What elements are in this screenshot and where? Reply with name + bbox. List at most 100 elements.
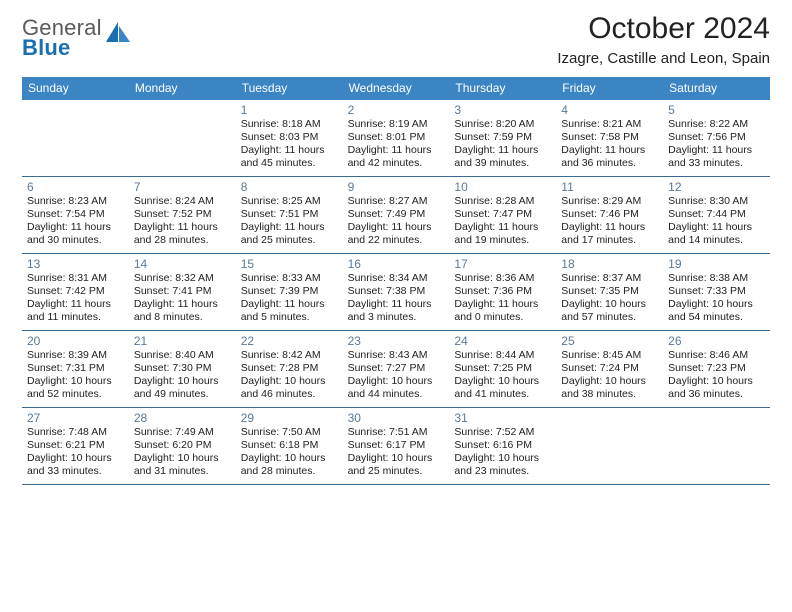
sunset-line: Sunset: 7:46 PM [561,208,658,221]
day-cell [663,408,770,484]
day-header: Tuesday [236,77,343,100]
sunrise-line: Sunrise: 8:32 AM [134,272,231,285]
daylight-line: and 39 minutes. [454,157,551,170]
day-number: 17 [454,257,551,271]
calendar: SundayMondayTuesdayWednesdayThursdayFrid… [22,77,770,485]
daylight-line: Daylight: 10 hours [561,375,658,388]
sunset-line: Sunset: 7:33 PM [668,285,765,298]
sunset-line: Sunset: 7:51 PM [241,208,338,221]
day-cell: 31Sunrise: 7:52 AMSunset: 6:16 PMDayligh… [449,408,556,484]
sunrise-line: Sunrise: 8:33 AM [241,272,338,285]
day-cell: 2Sunrise: 8:19 AMSunset: 8:01 PMDaylight… [343,100,450,176]
sunrise-line: Sunrise: 7:49 AM [134,426,231,439]
day-cell: 6Sunrise: 8:23 AMSunset: 7:54 PMDaylight… [22,177,129,253]
day-cell: 4Sunrise: 8:21 AMSunset: 7:58 PMDaylight… [556,100,663,176]
sunrise-line: Sunrise: 8:27 AM [348,195,445,208]
week-row: 1Sunrise: 8:18 AMSunset: 8:03 PMDaylight… [22,100,770,177]
day-cell: 24Sunrise: 8:44 AMSunset: 7:25 PMDayligh… [449,331,556,407]
day-cell: 10Sunrise: 8:28 AMSunset: 7:47 PMDayligh… [449,177,556,253]
day-cell: 30Sunrise: 7:51 AMSunset: 6:17 PMDayligh… [343,408,450,484]
daylight-line: and 45 minutes. [241,157,338,170]
sunrise-line: Sunrise: 8:20 AM [454,118,551,131]
day-number: 28 [134,411,231,425]
day-header: Thursday [449,77,556,100]
sunset-line: Sunset: 7:27 PM [348,362,445,375]
day-number: 19 [668,257,765,271]
day-number: 26 [668,334,765,348]
day-cell: 21Sunrise: 8:40 AMSunset: 7:30 PMDayligh… [129,331,236,407]
sunset-line: Sunset: 7:42 PM [27,285,124,298]
daylight-line: and 33 minutes. [27,465,124,478]
logo-text: General Blue [22,18,102,58]
day-cell: 14Sunrise: 8:32 AMSunset: 7:41 PMDayligh… [129,254,236,330]
day-number: 22 [241,334,338,348]
daylight-line: and 17 minutes. [561,234,658,247]
sunset-line: Sunset: 7:52 PM [134,208,231,221]
day-cell: 13Sunrise: 8:31 AMSunset: 7:42 PMDayligh… [22,254,129,330]
sunrise-line: Sunrise: 8:34 AM [348,272,445,285]
day-cell: 1Sunrise: 8:18 AMSunset: 8:03 PMDaylight… [236,100,343,176]
sunset-line: Sunset: 7:38 PM [348,285,445,298]
day-cell: 23Sunrise: 8:43 AMSunset: 7:27 PMDayligh… [343,331,450,407]
daylight-line: and 57 minutes. [561,311,658,324]
daylight-line: and 23 minutes. [454,465,551,478]
day-number: 31 [454,411,551,425]
day-cell: 11Sunrise: 8:29 AMSunset: 7:46 PMDayligh… [556,177,663,253]
day-cell [22,100,129,176]
daylight-line: and 46 minutes. [241,388,338,401]
day-cell: 7Sunrise: 8:24 AMSunset: 7:52 PMDaylight… [129,177,236,253]
daylight-line: Daylight: 10 hours [348,452,445,465]
daylight-line: and 36 minutes. [668,388,765,401]
sunrise-line: Sunrise: 8:37 AM [561,272,658,285]
sunset-line: Sunset: 7:59 PM [454,131,551,144]
daylight-line: Daylight: 10 hours [668,298,765,311]
daylight-line: and 14 minutes. [668,234,765,247]
day-number: 6 [27,180,124,194]
daylight-line: and 41 minutes. [454,388,551,401]
sunset-line: Sunset: 7:23 PM [668,362,765,375]
day-cell: 28Sunrise: 7:49 AMSunset: 6:20 PMDayligh… [129,408,236,484]
day-cell: 25Sunrise: 8:45 AMSunset: 7:24 PMDayligh… [556,331,663,407]
daylight-line: and 0 minutes. [454,311,551,324]
daylight-line: Daylight: 10 hours [241,452,338,465]
sunset-line: Sunset: 7:39 PM [241,285,338,298]
week-row: 6Sunrise: 8:23 AMSunset: 7:54 PMDaylight… [22,177,770,254]
daylight-line: Daylight: 11 hours [241,221,338,234]
day-cell: 16Sunrise: 8:34 AMSunset: 7:38 PMDayligh… [343,254,450,330]
sunrise-line: Sunrise: 7:51 AM [348,426,445,439]
day-number: 24 [454,334,551,348]
sunrise-line: Sunrise: 8:36 AM [454,272,551,285]
daylight-line: and 30 minutes. [27,234,124,247]
daylight-line: Daylight: 10 hours [134,375,231,388]
daylight-line: and 3 minutes. [348,311,445,324]
sunrise-line: Sunrise: 8:46 AM [668,349,765,362]
sunset-line: Sunset: 6:16 PM [454,439,551,452]
location-text: Izagre, Castille and Leon, Spain [557,50,770,67]
day-cell: 22Sunrise: 8:42 AMSunset: 7:28 PMDayligh… [236,331,343,407]
day-cell: 12Sunrise: 8:30 AMSunset: 7:44 PMDayligh… [663,177,770,253]
sunset-line: Sunset: 7:54 PM [27,208,124,221]
sunrise-line: Sunrise: 8:30 AM [668,195,765,208]
week-row: 13Sunrise: 8:31 AMSunset: 7:42 PMDayligh… [22,254,770,331]
day-number: 5 [668,103,765,117]
day-header-row: SundayMondayTuesdayWednesdayThursdayFrid… [22,77,770,100]
sunrise-line: Sunrise: 8:29 AM [561,195,658,208]
daylight-line: Daylight: 10 hours [134,452,231,465]
daylight-line: Daylight: 11 hours [134,221,231,234]
sunset-line: Sunset: 6:20 PM [134,439,231,452]
day-number: 1 [241,103,338,117]
day-cell: 9Sunrise: 8:27 AMSunset: 7:49 PMDaylight… [343,177,450,253]
daylight-line: Daylight: 11 hours [668,144,765,157]
daylight-line: Daylight: 11 hours [241,298,338,311]
title-block: October 2024 Izagre, Castille and Leon, … [557,12,770,67]
daylight-line: Daylight: 11 hours [561,144,658,157]
day-cell: 5Sunrise: 8:22 AMSunset: 7:56 PMDaylight… [663,100,770,176]
daylight-line: Daylight: 11 hours [348,144,445,157]
sunset-line: Sunset: 8:03 PM [241,131,338,144]
day-header: Friday [556,77,663,100]
day-number: 14 [134,257,231,271]
daylight-line: and 44 minutes. [348,388,445,401]
daylight-line: and 33 minutes. [668,157,765,170]
sunrise-line: Sunrise: 8:39 AM [27,349,124,362]
sunrise-line: Sunrise: 7:50 AM [241,426,338,439]
